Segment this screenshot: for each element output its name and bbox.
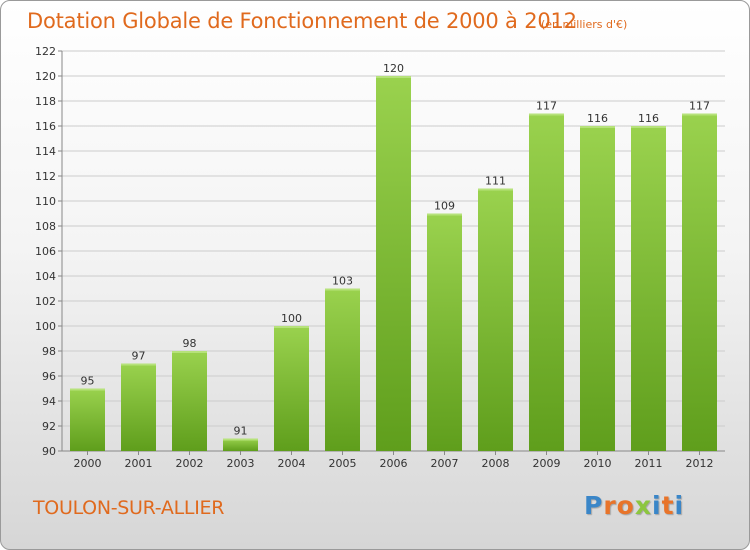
y-tick-label: 92 [42,420,56,433]
logo-letter: x [634,491,652,520]
data-label-2008: 111 [485,175,506,188]
labels: 90 92 94 96 98 100 102 104 106 108 110 112 114 116 118… [35,45,714,470]
y-tick-label: 114 [35,145,56,158]
y-tick-label: 98 [42,345,56,358]
logo-letter: i [652,491,662,520]
x-tick-label: 2011 [635,457,663,470]
unit-note: (en milliers d'€) [541,18,628,31]
x-tick-label: 2009 [533,457,561,470]
data-label-2011: 116 [638,112,659,125]
data-label-2006: 120 [383,62,404,75]
data-label-2003: 91 [234,425,248,438]
y-tick-label: 116 [35,120,56,133]
bar-2012 [682,113,717,451]
y-tick-label: 94 [42,395,56,408]
logo-letter: i [674,491,685,520]
bar-2008 [478,188,513,451]
bar-2006 [376,76,411,451]
bar-2001 [121,363,156,451]
bar-top-highlight [631,126,666,128]
bar-top-highlight [325,288,360,291]
y-tick-label: 108 [35,220,56,233]
bar-top-highlight [172,351,207,353]
y-tick-label: 100 [35,320,56,333]
data-label-2002: 98 [183,337,197,350]
bar-top-highlight [580,126,615,128]
bar-2002 [172,351,207,451]
commune-name: TOULON-SUR-ALLIER [33,497,225,519]
bar-2007 [427,213,462,451]
data-label-2010: 116 [587,112,608,125]
data-label-2005: 103 [332,275,353,288]
chart-title: Dotation Globale de Fonctionnement de 20… [27,9,577,33]
data-label-2009: 117 [536,100,557,113]
data-label-2007: 109 [434,200,455,213]
logo-letter: P [584,491,604,520]
bar-2005 [325,288,360,451]
y-tick-label: 90 [42,445,56,458]
bar-top-highlight [427,213,462,216]
data-label-2000: 95 [81,375,95,388]
y-tick-label: 96 [42,370,56,383]
bars [70,76,717,451]
x-tick-label: 2007 [431,457,459,470]
bar-top-highlight [376,76,411,78]
bar-top-highlight [478,188,513,191]
bar-top-highlight [70,388,105,391]
y-tick-label: 110 [35,195,56,208]
y-tick-label: 120 [35,70,56,83]
bar-2010 [580,126,615,451]
bar-top-highlight [223,438,258,441]
y-tick-label: 102 [35,295,56,308]
logo-letter: t [661,491,675,520]
data-label-2001: 97 [132,350,146,363]
x-tick-label: 2001 [125,457,153,470]
logo-letter: o [616,491,635,520]
y-tick-label: 118 [35,95,56,108]
y-tick-label: 112 [35,170,56,183]
data-label-2004: 100 [281,312,302,325]
x-tick-label: 2004 [278,457,306,470]
x-tick-label: 2003 [227,457,255,470]
x-tick-label: 2010 [584,457,612,470]
logo-letter: r [603,491,617,520]
y-tick-label: 106 [35,245,56,258]
bar-2000 [70,388,105,451]
bar-2004 [274,326,309,451]
bar-2011 [631,126,666,451]
bar-top-highlight [121,363,156,366]
bar-top-highlight [682,113,717,116]
data-label-2012: 117 [689,100,710,113]
x-tick-label: 2000 [74,457,102,470]
bar-2009 [529,113,564,451]
x-tick-label: 2012 [686,457,714,470]
bar-top-highlight [529,113,564,116]
proxiti-logo: Proxiti [584,491,684,520]
x-tick-label: 2005 [329,457,357,470]
x-tick-label: 2002 [176,457,204,470]
y-tick-label: 122 [35,45,56,58]
bar-top-highlight [274,326,309,328]
x-tick-label: 2008 [482,457,510,470]
x-tick-label: 2006 [380,457,408,470]
y-tick-label: 104 [35,270,56,283]
bar-2003 [223,438,258,451]
